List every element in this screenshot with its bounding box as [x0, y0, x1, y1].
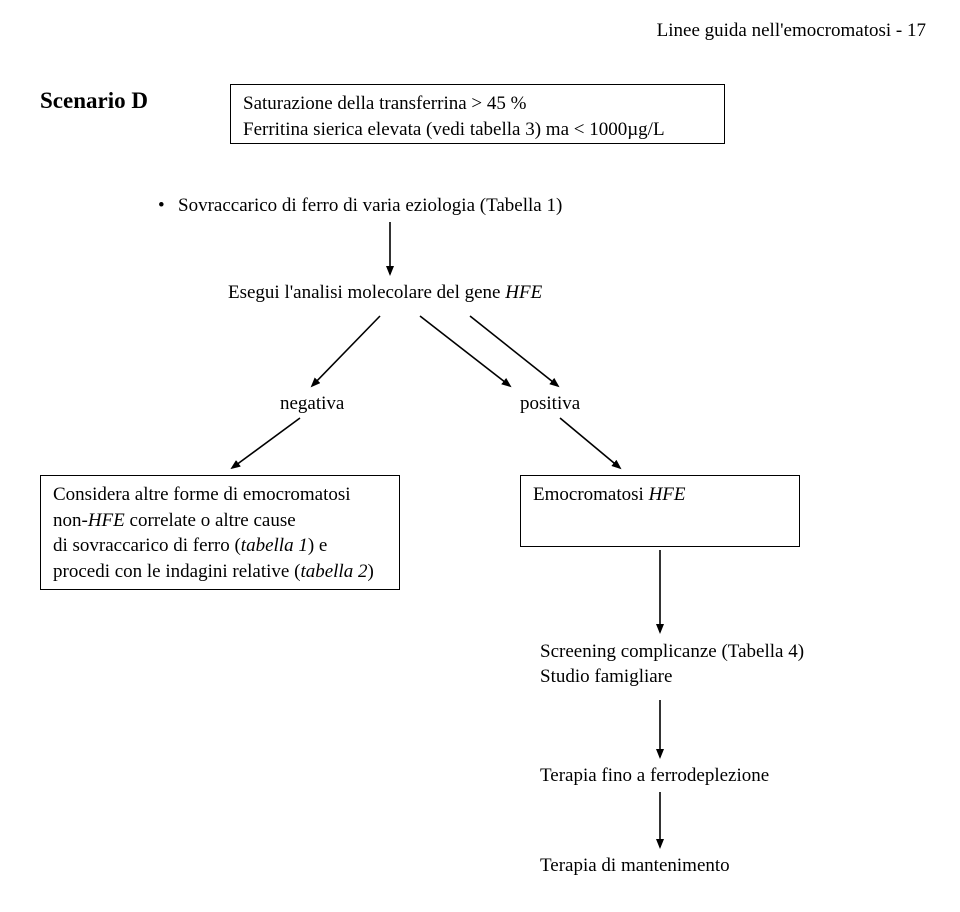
hfe-prefix: Emocromatosi — [533, 484, 649, 505]
branch-positiva-label: positiva — [520, 393, 580, 415]
consider-l2a: non- — [53, 510, 88, 531]
molecular-test-step: Esegui l'analisi molecolare del gene HFE — [228, 282, 542, 304]
screening-line1: Screening complicanze (Tabella 4) — [540, 640, 804, 665]
test-gene: HFE — [505, 282, 542, 303]
consider-l4a: procedi con le indagini relative ( — [53, 561, 300, 582]
branch-negativa-label: negativa — [280, 393, 344, 415]
consider-l4c: ) — [367, 561, 373, 582]
consider-l4b: tabella 2 — [300, 561, 367, 582]
page-header: Linee guida nell'emocromatosi - 17 — [657, 20, 926, 42]
consider-l3c: ) e — [308, 535, 328, 556]
consider-line3: di sovraccarico di ferro (tabella 1) e — [53, 533, 387, 559]
test-prefix: Esegui l'analisi molecolare del gene — [228, 282, 505, 303]
scenario-label: Scenario D — [40, 88, 148, 114]
consider-line1: Considera altre forme di emocromatosi — [53, 482, 387, 508]
consider-line4: procedi con le indagini relative (tabell… — [53, 559, 387, 585]
hfe-italic: HFE — [649, 484, 686, 505]
therapy2-step: Terapia di mantenimento — [540, 855, 730, 877]
start-condition-box: Saturazione della transferrina > 45 % Fe… — [230, 84, 725, 144]
consider-l3a: di sovraccarico di ferro ( — [53, 535, 241, 556]
consider-box: Considera altre forme di emocromatosi no… — [40, 475, 400, 590]
consider-l2b: HFE — [88, 510, 125, 531]
screening-line2: Studio famigliare — [540, 665, 804, 690]
hfe-box: Emocromatosi HFE — [520, 475, 800, 547]
consider-line2: non-HFE correlate o altre cause — [53, 508, 387, 534]
start-line-1: Saturazione della transferrina > 45 % — [243, 91, 712, 117]
consider-l3b: tabella 1 — [241, 535, 308, 556]
screening-step: Screening complicanze (Tabella 4) Studio… — [540, 640, 804, 689]
overload-step: Sovraccarico di ferro di varia eziologia… — [178, 195, 738, 217]
therapy1-step: Terapia fino a ferrodeplezione — [540, 765, 769, 787]
page: Linee guida nell'emocromatosi - 17 Scena… — [0, 0, 960, 912]
consider-l2c: correlate o altre cause — [125, 510, 296, 531]
start-line-2: Ferritina sierica elevata (vedi tabella … — [243, 117, 712, 143]
